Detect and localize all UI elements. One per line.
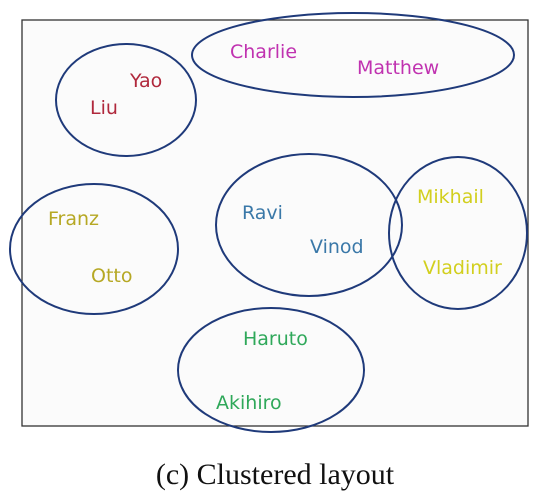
figure-caption: (c) Clustered layout xyxy=(156,458,395,491)
node-label-liu: Liu xyxy=(90,97,118,119)
cluster-ellipse-franz-otto xyxy=(9,183,179,315)
cluster-ellipse-haruto-akihiro xyxy=(177,307,365,433)
node-label-akihiro: Akihiro xyxy=(216,392,282,414)
node-label-vinod: Vinod xyxy=(310,236,364,258)
node-label-charlie: Charlie xyxy=(230,41,297,63)
panel-frame xyxy=(21,19,529,427)
node-label-vladimir: Vladimir xyxy=(423,257,502,279)
node-label-yao: Yao xyxy=(129,70,162,92)
cluster-ellipse-yao-liu xyxy=(55,43,197,157)
node-label-otto: Otto xyxy=(91,265,132,287)
node-label-ravi: Ravi xyxy=(242,202,283,224)
cluster-ellipses xyxy=(9,12,528,433)
node-label-franz: Franz xyxy=(48,208,99,230)
cluster-ellipse-ravi-vinod xyxy=(215,153,403,297)
cluster-ellipse-charlie-matthew xyxy=(191,12,515,98)
cluster-ellipse-mikhail-vladimir xyxy=(388,156,528,310)
node-label-mikhail: Mikhail xyxy=(417,186,484,208)
node-label-matthew: Matthew xyxy=(357,57,439,79)
node-label-haruto: Haruto xyxy=(243,328,308,350)
